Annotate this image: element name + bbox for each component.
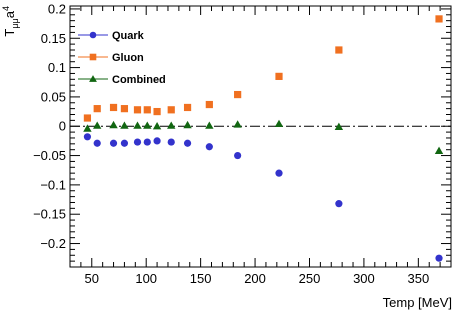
axes-layer: 50 100 150 200 250 300 350 −0.2 −0.15 −0.1 −0.05 0 0… — [33, 1, 452, 286]
quark-point — [183, 139, 192, 147]
legend-label-gluon: Gluon — [112, 52, 144, 64]
quark-point — [153, 137, 161, 145]
gluon-point — [83, 114, 92, 122]
gluon-point — [109, 103, 118, 112]
quark-point — [143, 138, 151, 146]
legend-label-quark: Quark — [112, 30, 145, 42]
y-tick-label: −0.2 — [40, 236, 66, 251]
combined-point — [109, 120, 118, 129]
gluon-point — [93, 105, 101, 113]
gluon-point — [435, 15, 443, 23]
gluon-point — [335, 46, 343, 54]
combined-point — [83, 124, 92, 132]
series-gluon — [83, 15, 443, 122]
y-tick-label: −0.1 — [40, 177, 66, 192]
combined-point — [334, 122, 344, 130]
y-axis-title-part: T — [2, 29, 17, 37]
x-tick-label: 300 — [353, 271, 375, 286]
gluon-point — [275, 72, 283, 80]
quark-point — [335, 200, 343, 208]
y-axis-title-part: 4 — [1, 6, 11, 11]
gluon-point — [153, 107, 161, 116]
y-axis-title-part: a — [2, 10, 17, 18]
combined-point — [152, 122, 162, 130]
gluon-point — [133, 106, 142, 114]
legend: Quark Gluon Combined — [78, 30, 166, 86]
gluon-point — [234, 90, 242, 99]
combined-point — [143, 121, 152, 129]
combined-point — [120, 121, 129, 129]
quark-point — [234, 151, 242, 160]
x-tick-label: 250 — [299, 271, 321, 286]
y-tick-label: 0.2 — [48, 1, 66, 16]
quark-point — [109, 139, 118, 147]
y-axis-title: Tμμa4 — [1, 6, 20, 37]
plot-frame — [69, 5, 452, 268]
x-axis-title: Temp [MeV] — [383, 295, 452, 310]
y-tick-label: 0 — [59, 119, 66, 134]
y-tick-label: −0.15 — [33, 207, 66, 222]
quark-point — [120, 139, 129, 147]
quark-point — [93, 139, 101, 147]
quark-point — [83, 133, 92, 141]
quark-point — [205, 143, 213, 151]
x-tick-label: 350 — [407, 271, 429, 286]
combined-point — [205, 121, 214, 129]
y-tick-label: −0.05 — [33, 148, 66, 163]
x-tick-label: 200 — [244, 271, 266, 286]
gluon-point — [167, 106, 175, 114]
combined-point — [274, 119, 284, 128]
series-quark — [83, 133, 443, 262]
combined-point — [167, 121, 176, 129]
legend-label-combined: Combined — [112, 74, 166, 86]
quark-point — [167, 138, 175, 146]
quark-point — [133, 138, 142, 146]
x-tick-label: 50 — [85, 271, 99, 286]
y-axis-title-part: μμ — [10, 18, 20, 28]
series-combined — [83, 119, 444, 155]
quark-point — [275, 169, 283, 177]
quark-point — [435, 254, 443, 262]
gluon-point — [120, 105, 129, 113]
combined-point — [133, 121, 142, 129]
y-tick-label: 0.1 — [48, 60, 66, 75]
x-tick-label: 100 — [135, 271, 157, 286]
y-tick-label: 0.15 — [41, 31, 66, 46]
x-tick-label: 150 — [190, 271, 212, 286]
legend-marker-gluon — [89, 53, 97, 61]
gluon-point — [183, 103, 192, 112]
combined-point — [183, 120, 192, 129]
gluon-point — [205, 100, 213, 109]
legend-marker-quark — [89, 31, 97, 39]
gluon-point — [143, 106, 151, 114]
data-marks-layer — [83, 15, 444, 262]
legend-marker-combined — [89, 75, 97, 82]
combined-point — [93, 121, 102, 129]
y-tick-label: 0.05 — [41, 89, 66, 104]
combined-point — [233, 120, 242, 128]
combined-point — [434, 146, 444, 155]
